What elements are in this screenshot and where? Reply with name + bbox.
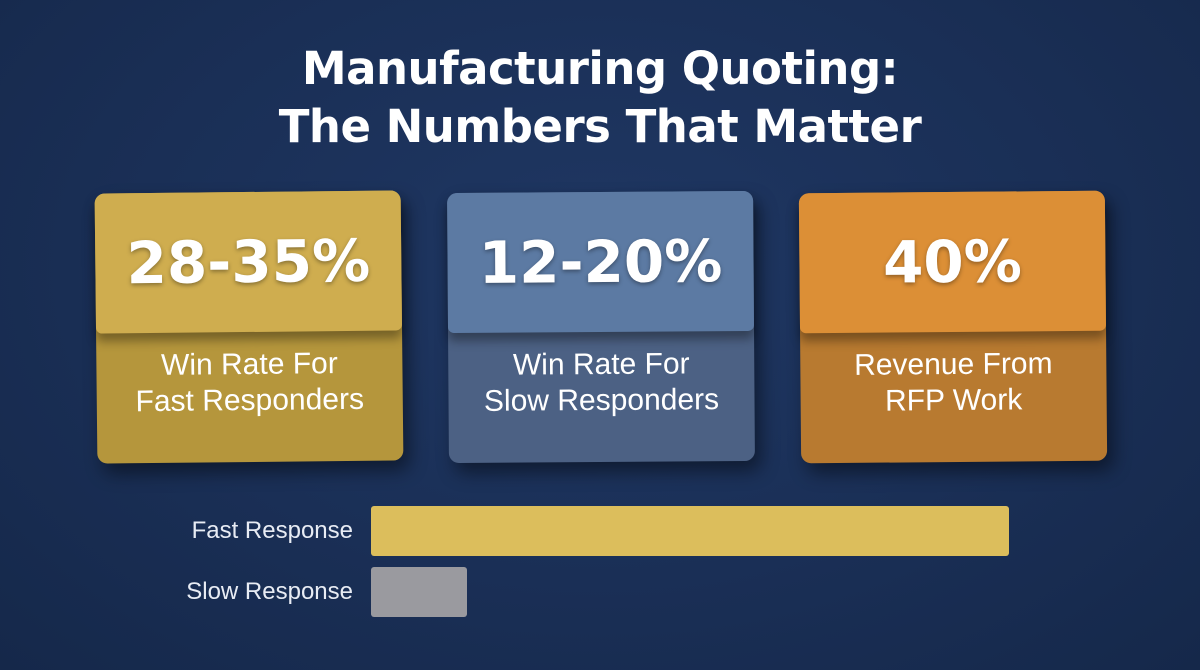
bar-label-fast-response: Fast Response [191,517,353,544]
stat-card-rfp-revenue: 40% Revenue From RFP Work [798,190,1108,464]
stat-label-line-2: RFP Work [884,383,1023,418]
stat-card-fast-responders: 28-35% Win Rate For Fast Responders [94,190,404,464]
stat-label: Win Rate For Slow Responders [448,346,754,420]
stat-value: 40% [882,227,1023,297]
stat-label-line-2: Fast Responders [135,382,365,419]
bar-fast-response [371,506,1009,556]
title-line-1: Manufacturing Quoting: [301,42,899,95]
title-line-2: The Numbers That Matter [278,100,922,153]
stat-value: 12-20% [478,227,723,297]
stat-label: Win Rate For Fast Responders [96,345,403,420]
stat-label-line-2: Slow Responders [483,383,720,418]
bar-slow-response [371,567,467,617]
stat-label: Revenue From RFP Work [800,346,1107,421]
stat-card-slow-responders: 12-20% Win Rate For Slow Responders [447,190,755,464]
bar-label-slow-response: Slow Response [186,578,353,605]
page-title: Manufacturing Quoting: The Numbers That … [0,40,1200,156]
stat-label-line-1: Win Rate For [160,347,338,382]
stat-label-line-1: Win Rate For [512,347,690,382]
stat-label-line-1: Revenue From [853,347,1053,382]
stat-value: 28-35% [126,226,371,298]
